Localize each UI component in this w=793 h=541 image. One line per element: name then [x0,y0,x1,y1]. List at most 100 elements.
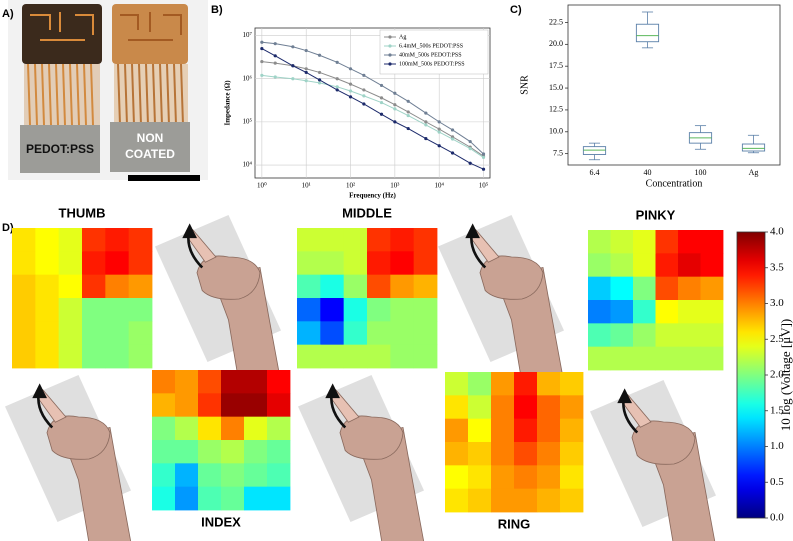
data-point [379,96,384,100]
heatmap-cell [244,486,268,511]
y-tick-label: 10⁶ [243,74,253,82]
heatmap-cell [297,274,321,299]
heatmap-cell [633,276,656,301]
heatmap-cell [700,323,724,348]
heatmap-cell [537,418,561,443]
heatmap-cell [514,372,538,396]
x-tick-label: 10⁰ [257,182,267,190]
heatmap-cell [588,230,611,254]
heatmap-cell [367,344,391,369]
photo-label: PEDOT:PSS [26,142,94,156]
heatmap-cell [390,274,415,299]
heatmap-cell [12,298,36,322]
data-point [260,40,264,44]
heatmap-cell [367,321,391,346]
heatmap-cell [175,486,199,511]
photo-label: NON [137,131,164,145]
x-axis-label: Frequency (Hz) [349,192,396,200]
heatmap-cell [267,486,291,511]
heatmap-title: INDEX [201,514,241,529]
hand-illustration [588,378,718,541]
heatmap-cell [82,251,106,276]
data-point [450,151,455,155]
heatmap-cell [445,395,469,420]
heatmap-cell [468,372,492,396]
data-point [317,81,322,85]
x-axis-label: Concentration [646,178,703,189]
heatmap-cell [105,344,130,369]
data-point [468,139,472,144]
heatmap-cell [343,298,368,322]
heatmap-cell [610,230,634,254]
heatmap-cell [12,251,36,276]
heatmap-cell [297,298,321,322]
heatmap-cell [700,300,724,324]
legend-swatch [388,62,392,66]
colorbar [736,231,766,519]
y-tick-label: 10⁴ [243,161,253,169]
heatmap-cell [678,276,701,301]
heatmap-cell [105,298,130,322]
heatmap-cell [588,276,611,301]
data-point [424,123,428,127]
heatmap-cell [221,393,245,418]
heatmap-cell [514,488,538,513]
heatmap-cell [105,321,130,346]
heatmap-cell [12,321,36,346]
y-tick-label: 12.5 [549,105,563,114]
heatmap-cell [468,442,492,466]
legend-swatch [388,53,392,57]
data-point [450,128,455,132]
y-axis-label: Impedance (Ω) [224,80,232,126]
heatmap-cell [12,228,36,252]
heatmap-cell [297,228,321,252]
data-point [468,147,472,151]
data-point [406,110,410,114]
heatmap-cell [560,465,584,490]
heatmap-cell [390,298,415,322]
heatmap-cell [152,486,176,511]
colorbar-tick-label: 1.0 [770,440,784,452]
heatmap-cell [35,298,60,322]
data-point [273,61,277,65]
data-point [335,88,339,92]
data-point [437,130,441,134]
heatmap-cell [390,344,415,369]
heatmap-cell [537,372,561,396]
heatmap-cell [198,463,222,488]
heatmap-cell [297,251,321,276]
heatmap-cell [413,274,438,299]
heatmap-cell [468,418,492,443]
heatmap-cell [390,251,415,276]
heatmap-cell [35,344,60,369]
y-tick-label: 20.0 [549,39,563,48]
heatmap-cell [128,298,153,322]
heatmap-cell [588,253,611,278]
y-tick-label: 10.0 [549,127,563,136]
data-point [424,111,428,115]
heatmap-cell [560,488,584,513]
data-point [406,126,410,131]
heatmap-cell [537,488,561,513]
data-point [335,60,339,64]
x-tick-label: 40 [644,168,652,177]
box [635,23,660,43]
heatmap-cell [610,346,634,371]
y-axis-label: SNR [519,75,530,95]
heatmap-cell [367,228,391,252]
data-point [304,67,308,71]
heatmap-cell [678,300,701,324]
heatmap-cell [175,370,199,394]
heatmap-cell [320,251,345,276]
heatmap-cell [320,274,345,299]
heatmap-title: MIDDLE [342,205,392,220]
heatmap-cell [175,463,199,488]
heatmap-cell [105,251,130,276]
heatmap-cell [244,440,268,464]
heatmap-cell [128,228,153,252]
data-point [291,77,295,81]
hand-illustration [153,213,283,385]
heatmap-cell [128,344,153,369]
heatmap-cell [128,321,153,346]
heatmap-cell [655,323,679,348]
